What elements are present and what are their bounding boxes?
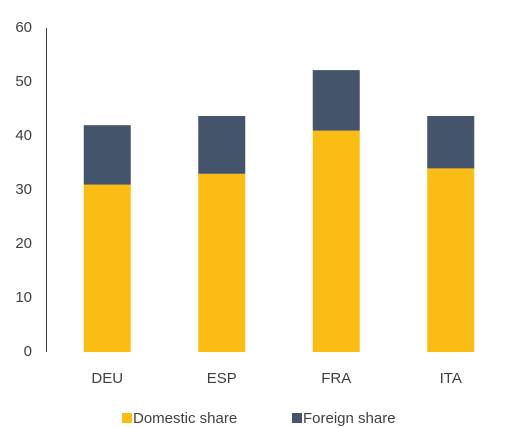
y-tick-label: 20: [15, 235, 32, 252]
y-tick-label: 0: [24, 343, 32, 360]
legend-swatch: [292, 413, 302, 423]
y-tick-label: 30: [15, 181, 32, 198]
y-tick-label: 10: [15, 289, 32, 306]
legend-swatch: [122, 413, 132, 423]
y-tick-label: 40: [15, 127, 32, 144]
bar-segment: [427, 116, 475, 169]
bar-segment: [427, 168, 475, 352]
bar-segment: [83, 184, 131, 352]
legend-label: Foreign share: [303, 410, 396, 427]
x-tick-label: ITA: [440, 370, 462, 387]
x-tick-label: DEU: [91, 370, 123, 387]
x-tick-label: FRA: [321, 370, 351, 387]
x-tick-label: ESP: [207, 370, 237, 387]
bar-segment: [312, 130, 360, 352]
bar-segment: [312, 70, 360, 131]
bar-segment: [198, 116, 246, 174]
bar-segment: [83, 125, 131, 185]
y-tick-label: 50: [15, 73, 32, 90]
bar-segment: [198, 173, 246, 352]
y-tick-label: 60: [15, 19, 32, 36]
legend-label: Domestic share: [133, 410, 237, 427]
